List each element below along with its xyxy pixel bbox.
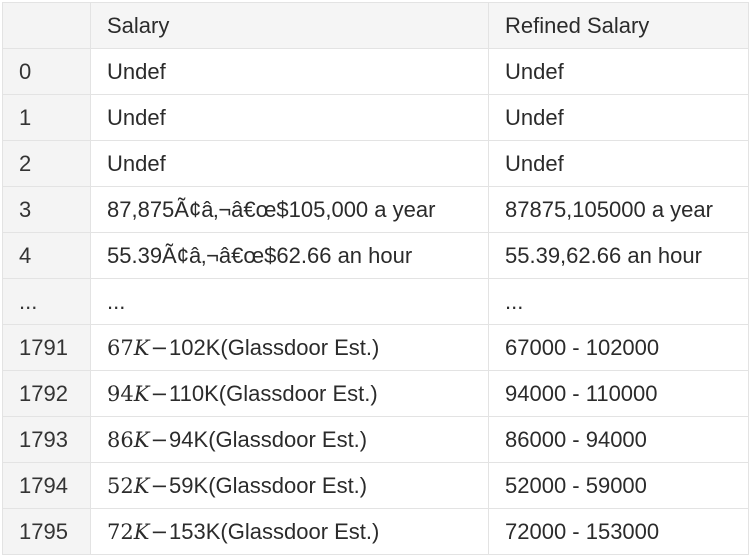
refined-salary-cell: 55.39,62.66 an hour	[488, 232, 749, 279]
salary-text: 59K(Glassdoor Est.)	[169, 472, 368, 498]
table-row: 0 Undef Undef	[2, 48, 749, 95]
salary-text: 94K(Glassdoor Est.)	[169, 426, 368, 452]
table-body: 0 Undef Undef 1 Undef Undef 2 Undef Unde…	[2, 48, 749, 555]
table-row: 3 87,875Ã¢â‚¬â€œ$105,000 a year 87875,10…	[2, 186, 749, 233]
latex-math-fragment: 72K−	[107, 520, 169, 544]
table-row: 1792 94K−110K(Glassdoor Est.) 94000 - 11…	[2, 370, 749, 417]
row-index: ...	[2, 278, 91, 325]
refined-salary-cell: Undef	[488, 94, 749, 141]
salary-cell: ...	[90, 278, 489, 325]
salary-cell: 94K−110K(Glassdoor Est.)	[90, 370, 489, 417]
row-index: 4	[2, 232, 91, 279]
math-number: 67	[107, 335, 134, 360]
row-index: 3	[2, 186, 91, 233]
table-row: 1794 52K−59K(Glassdoor Est.) 52000 - 590…	[2, 462, 749, 509]
table-row: 1795 72K−153K(Glassdoor Est.) 72000 - 15…	[2, 508, 749, 555]
latex-math-fragment: 52K−	[107, 474, 169, 498]
table-row: 1 Undef Undef	[2, 94, 749, 141]
latex-math-fragment: 67K−	[107, 336, 169, 360]
math-operator: −	[150, 335, 169, 360]
row-index: 1795	[2, 508, 91, 555]
math-variable: K	[133, 473, 150, 498]
salary-text: 102K(Glassdoor Est.)	[169, 334, 380, 360]
math-variable: K	[133, 519, 150, 544]
latex-math-fragment: 86K−	[107, 428, 169, 452]
salary-cell: 52K−59K(Glassdoor Est.)	[90, 462, 489, 509]
math-variable: K	[133, 381, 150, 406]
salary-cell: 72K−153K(Glassdoor Est.)	[90, 508, 489, 555]
math-variable: K	[133, 335, 150, 360]
row-index: 1794	[2, 462, 91, 509]
row-index: 1	[2, 94, 91, 141]
salary-text: 153K(Glassdoor Est.)	[169, 518, 380, 544]
math-operator: −	[150, 427, 169, 452]
row-index: 0	[2, 48, 91, 95]
refined-salary-cell: 87875,105000 a year	[488, 186, 749, 233]
table-header: Salary Refined Salary	[2, 2, 749, 49]
refined-salary-header: Refined Salary	[488, 2, 749, 49]
row-index: 1791	[2, 324, 91, 371]
header-row: Salary Refined Salary	[2, 2, 749, 49]
refined-salary-cell: 72000 - 153000	[488, 508, 749, 555]
math-operator: −	[150, 381, 169, 406]
refined-salary-cell: 67000 - 102000	[488, 324, 749, 371]
salary-cell: 87,875Ã¢â‚¬â€œ$105,000 a year	[90, 186, 489, 233]
table-row: 1793 86K−94K(Glassdoor Est.) 86000 - 940…	[2, 416, 749, 463]
salary-cell: 86K−94K(Glassdoor Est.)	[90, 416, 489, 463]
salary-cell: Undef	[90, 140, 489, 187]
table-row: 1791 67K−102K(Glassdoor Est.) 67000 - 10…	[2, 324, 749, 371]
salary-header: Salary	[90, 2, 489, 49]
salary-cell: Undef	[90, 94, 489, 141]
salary-cell: Undef	[90, 48, 489, 95]
math-operator: −	[150, 473, 169, 498]
refined-salary-cell: ...	[488, 278, 749, 325]
latex-math-fragment: 94K−	[107, 382, 169, 406]
salary-text: 110K(Glassdoor Est.)	[169, 380, 378, 406]
math-number: 86	[107, 427, 134, 452]
refined-salary-cell: Undef	[488, 140, 749, 187]
math-variable: K	[133, 427, 150, 452]
salary-cell: 55.39Ã¢â‚¬â€œ$62.66 an hour	[90, 232, 489, 279]
row-index: 1793	[2, 416, 91, 463]
math-operator: −	[150, 519, 169, 544]
ellipsis-row: ... ... ...	[2, 278, 749, 325]
salary-cell: 67K−102K(Glassdoor Est.)	[90, 324, 489, 371]
math-number: 94	[107, 381, 134, 406]
math-number: 72	[107, 519, 134, 544]
index-header	[2, 2, 91, 49]
refined-salary-cell: 86000 - 94000	[488, 416, 749, 463]
refined-salary-cell: 52000 - 59000	[488, 462, 749, 509]
refined-salary-cell: 94000 - 110000	[488, 370, 749, 417]
table-row: 4 55.39Ã¢â‚¬â€œ$62.66 an hour 55.39,62.6…	[2, 232, 749, 279]
row-index: 1792	[2, 370, 91, 417]
math-number: 52	[107, 473, 134, 498]
refined-salary-cell: Undef	[488, 48, 749, 95]
table-row: 2 Undef Undef	[2, 140, 749, 187]
row-index: 2	[2, 140, 91, 187]
